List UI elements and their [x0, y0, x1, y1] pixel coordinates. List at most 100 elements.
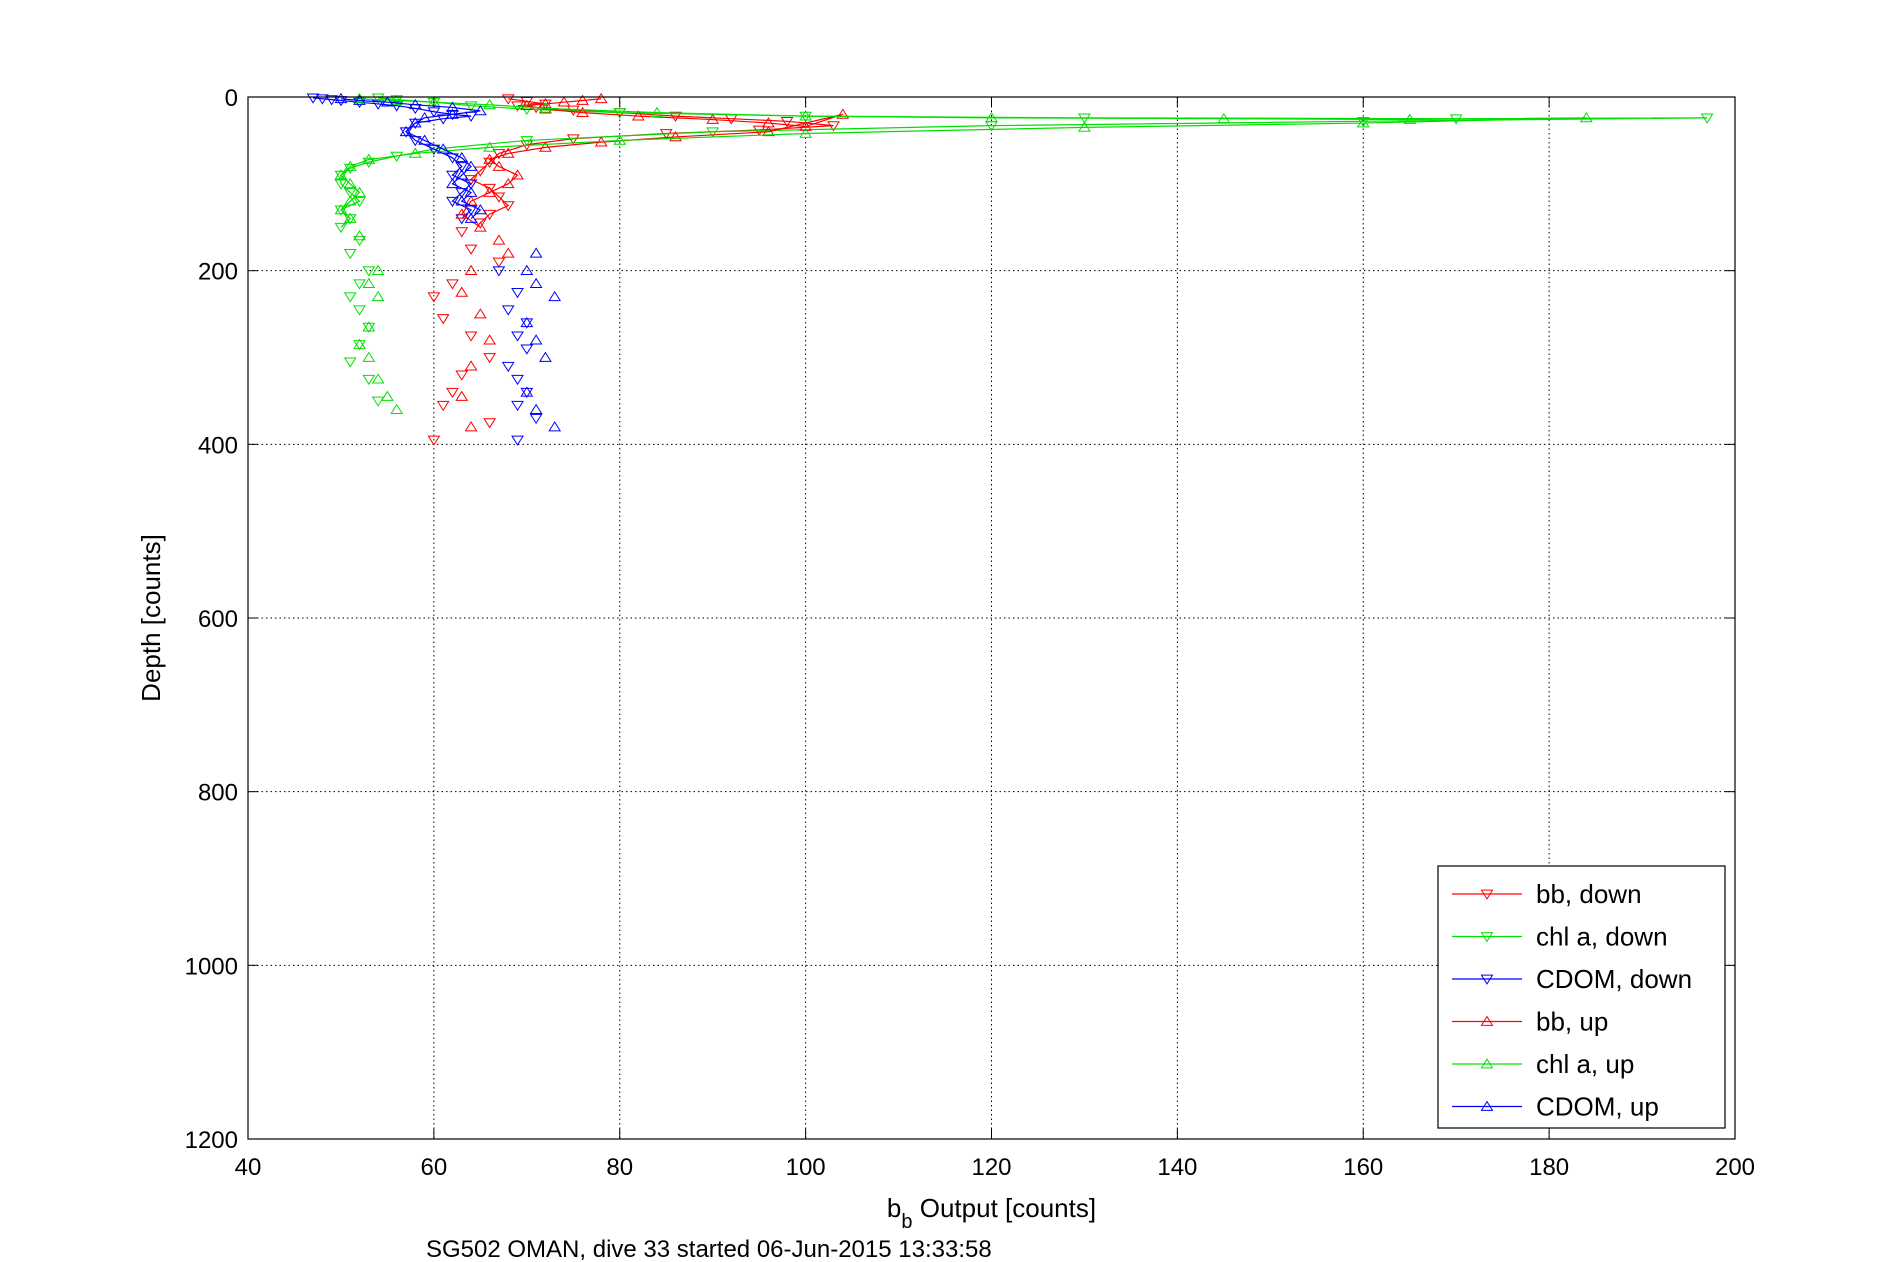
data-point-cdom-down	[399, 127, 413, 138]
data-point-cdom-up	[464, 160, 478, 171]
data-point-chl-a-up	[483, 141, 497, 152]
data-point-chl-a-up	[353, 186, 366, 197]
series-bb-up	[455, 92, 850, 432]
data-point-chl-a-up	[353, 338, 366, 349]
data-point-cdom-up	[473, 104, 487, 116]
data-point-chl-a-up	[371, 373, 385, 384]
legend: bb, down chl a, down CDOM, down bb, up chl a…	[1437, 865, 1726, 1129]
legend-item-cdom-down: CDOM, down	[1452, 964, 1692, 994]
tick-labels: 40 60 80 100 120 140 160 180 200 0 200 400 600 800 100…	[185, 85, 1755, 1181]
data-point-bb-up	[473, 221, 487, 232]
data-point-cdom-down	[520, 318, 534, 329]
data-point-bb-down	[483, 418, 497, 429]
data-point-chl-a-down	[520, 136, 534, 147]
data-point-chl-a-down	[353, 340, 366, 351]
data-point-cdom-up	[520, 316, 534, 328]
data-point-bb-up	[836, 108, 850, 119]
legend-swatch-marker	[1480, 1100, 1494, 1111]
data-point-cdom-down	[492, 266, 506, 277]
data-point-bb-down	[464, 244, 478, 255]
x-tick-label: 60	[421, 1154, 448, 1181]
data-point-cdom-up	[399, 125, 413, 137]
data-point-bb-up	[464, 264, 478, 276]
data-point-chl-a-up	[371, 264, 385, 276]
x-tick-label: 100	[786, 1154, 826, 1181]
data-point-bb-up	[464, 360, 478, 371]
data-point-chl-a-down	[362, 266, 376, 277]
data-point-cdom-down	[511, 288, 524, 299]
data-point-cdom-down	[408, 118, 422, 129]
data-point-chl-a-down	[362, 374, 376, 386]
data-point-bb-up	[455, 390, 469, 401]
legend-label: bb, down	[1536, 879, 1642, 909]
data-point-bb-down	[427, 435, 441, 446]
data-point-cdom-down	[520, 387, 534, 399]
data-point-bb-down	[501, 94, 515, 105]
x-tick-label: 160	[1343, 1154, 1383, 1181]
data-point-cdom-up	[446, 108, 459, 119]
data-point-chl-a-down	[334, 222, 348, 234]
data-point-bb-up	[492, 160, 506, 171]
data-point-chl-a-up	[381, 390, 394, 401]
data-point-cdom-down	[390, 101, 404, 112]
data-point-bb-down	[483, 157, 497, 169]
data-point-cdom-up	[455, 169, 469, 180]
data-point-chl-a-down	[334, 205, 348, 216]
data-point-cdom-down	[306, 93, 320, 104]
data-point-cdom-down	[325, 95, 339, 106]
data-point-bb-up	[483, 153, 497, 164]
data-point-chl-a-down	[343, 214, 357, 225]
series-group	[306, 92, 1714, 446]
data-point-bb-down	[483, 183, 497, 195]
y-axis-label: Depth [counts]	[136, 534, 166, 702]
data-point-cdom-up	[408, 98, 422, 110]
data-point-cdom-down	[501, 361, 515, 373]
data-point-cdom-down	[315, 94, 329, 105]
data-point-chl-a-up	[799, 127, 813, 138]
data-point-cdom-up	[520, 386, 534, 397]
data-point-cdom-down	[446, 196, 459, 208]
data-point-cdom-down	[464, 179, 478, 190]
data-point-cdom-up	[436, 143, 450, 154]
data-point-chl-a-up	[650, 106, 664, 117]
data-point-chl-a-down	[343, 292, 357, 303]
data-point-chl-a-up	[343, 160, 357, 171]
data-point-bb-down	[455, 227, 469, 238]
data-point-chl-a-down	[353, 305, 366, 316]
series-line-bb-up	[460, 98, 843, 228]
data-point-bb-up	[594, 92, 608, 104]
data-point-chl-a-down	[353, 235, 366, 247]
legend-item-chl-a-down: chl a, down	[1452, 922, 1668, 952]
data-point-cdom-down	[511, 400, 524, 412]
data-point-bb-down	[446, 387, 459, 399]
x-axis-label-sub: b	[901, 1211, 912, 1233]
data-point-cdom-up	[418, 111, 431, 123]
data-point-bb-up	[483, 186, 497, 197]
data-point-bb-down	[473, 218, 487, 229]
data-point-bb-up	[501, 147, 515, 158]
data-point-chl-a-up	[343, 212, 357, 223]
data-point-cdom-down	[520, 344, 534, 355]
legend-label: CDOM, up	[1536, 1092, 1659, 1122]
data-point-bb-up	[501, 177, 515, 189]
data-point-chl-a-up	[353, 230, 366, 241]
legend-label: bb, up	[1536, 1007, 1608, 1037]
data-point-bb-down	[669, 111, 682, 122]
data-point-chl-a-down	[613, 108, 627, 119]
data-point-bb-down	[483, 209, 497, 221]
y-tick-label: 1000	[185, 953, 238, 980]
data-point-cdom-up	[464, 212, 478, 223]
data-point-cdom-up	[548, 290, 562, 302]
y-tick-label: 200	[198, 259, 238, 286]
legend-swatch-marker	[1480, 1058, 1494, 1069]
data-point-chl-a-down	[334, 170, 348, 182]
data-point-cdom-up	[529, 247, 543, 258]
data-point-chl-a-down	[706, 127, 720, 138]
data-point-chl-a-up	[799, 110, 813, 121]
data-point-bb-up	[538, 141, 552, 152]
data-point-bb-up	[706, 113, 720, 124]
data-point-bb-up	[557, 96, 571, 107]
data-point-bb-up	[669, 131, 682, 142]
data-point-chl-a-up	[408, 147, 422, 158]
data-point-chl-a-up	[1356, 117, 1370, 128]
